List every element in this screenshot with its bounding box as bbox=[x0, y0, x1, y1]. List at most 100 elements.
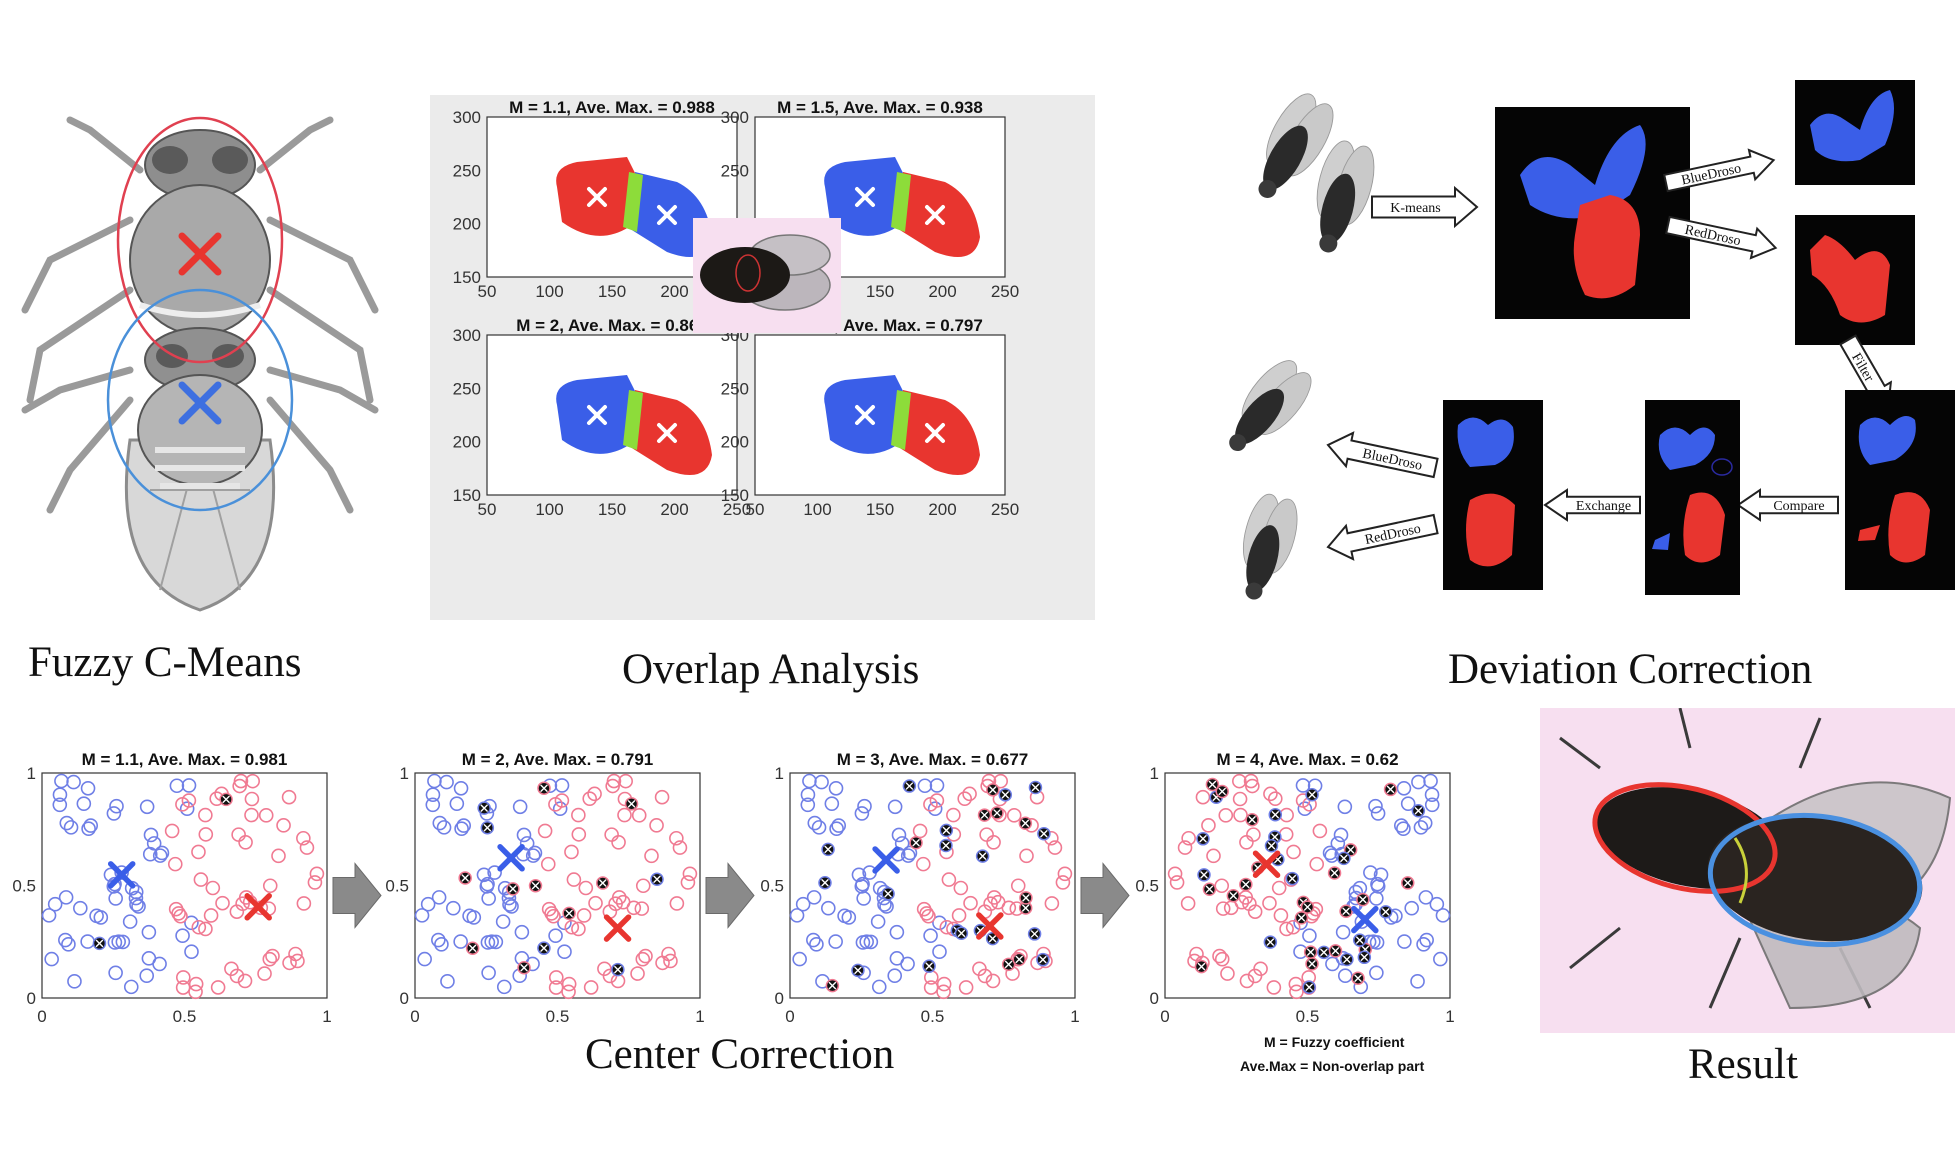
red-point bbox=[554, 793, 570, 808]
red-point bbox=[669, 896, 685, 911]
x-tick-label: 0 bbox=[410, 1007, 419, 1026]
overlap-point-cross bbox=[1021, 819, 1030, 827]
step-arrow bbox=[332, 862, 382, 929]
blue-point bbox=[857, 798, 872, 814]
red-point bbox=[281, 789, 297, 805]
red-point bbox=[1289, 984, 1304, 1000]
blue-point bbox=[175, 928, 190, 943]
overlap-point-cross bbox=[1308, 960, 1316, 968]
blue-point bbox=[514, 924, 530, 940]
red-point bbox=[993, 773, 1008, 789]
red-point bbox=[682, 866, 698, 882]
step-arrow bbox=[705, 862, 755, 929]
blue-point bbox=[1370, 806, 1386, 821]
bluedroso-output-arrow: BlueDroso bbox=[1326, 431, 1439, 479]
overlap-point-cross bbox=[1308, 791, 1316, 799]
blue-point bbox=[829, 821, 844, 837]
blue-point bbox=[902, 845, 918, 861]
red-point bbox=[540, 856, 556, 872]
blue-center-marker bbox=[178, 381, 222, 425]
overlap-point-cross bbox=[1248, 815, 1256, 824]
filtered-red-fragment bbox=[1858, 525, 1880, 541]
blue-point bbox=[831, 818, 847, 833]
result-image bbox=[1540, 708, 1955, 1033]
overlap-point-cross bbox=[1022, 894, 1030, 902]
blue-point bbox=[417, 951, 432, 967]
center-subplot-title: M = 1.1, Ave. Max. = 0.981 bbox=[82, 750, 288, 769]
y-tick-label: 200 bbox=[453, 433, 481, 452]
x-tick-label: 1 bbox=[1445, 1007, 1454, 1026]
blue-point bbox=[1418, 890, 1434, 905]
red-point bbox=[168, 901, 184, 917]
red-point bbox=[561, 976, 577, 992]
x-tick-label: 1 bbox=[1070, 1007, 1079, 1026]
blue-point bbox=[932, 944, 947, 960]
blue-point bbox=[1393, 818, 1409, 833]
center-subplot: M = 3, Ave. Max. = 0.677 1 0.5 00 0.5 1 bbox=[760, 750, 1079, 1026]
blue-point bbox=[169, 778, 185, 794]
note-avemax: Ave.Max = Non-overlap part bbox=[1240, 1058, 1425, 1074]
red-point bbox=[237, 973, 253, 989]
blue-point bbox=[1348, 884, 1364, 900]
y-tick-label: 0 bbox=[400, 989, 409, 1008]
x-tick-label: 1 bbox=[695, 1007, 704, 1026]
red-point bbox=[188, 984, 203, 1000]
red-point bbox=[203, 908, 219, 923]
overlap-point-cross bbox=[1229, 892, 1238, 900]
red-point bbox=[958, 980, 974, 995]
red-point bbox=[571, 807, 586, 823]
red-point bbox=[661, 946, 676, 962]
overlap-point-cross bbox=[520, 964, 528, 972]
red-point bbox=[571, 827, 587, 842]
overlap-point-cross bbox=[1030, 930, 1039, 938]
red-point bbox=[233, 773, 249, 789]
red-point bbox=[290, 953, 305, 969]
overlap-point-cross bbox=[1039, 955, 1047, 964]
blue-center-marker bbox=[107, 861, 136, 889]
red-point bbox=[1189, 946, 1204, 962]
blue-point bbox=[179, 801, 195, 817]
blue-point bbox=[1325, 956, 1340, 972]
blue-point bbox=[108, 965, 123, 981]
red-point bbox=[929, 793, 945, 808]
blue-point bbox=[111, 934, 126, 950]
blue-point bbox=[824, 796, 840, 811]
red-point bbox=[583, 980, 599, 995]
red-point bbox=[210, 980, 226, 995]
x-tick-label: 150 bbox=[598, 282, 626, 301]
overlap-point-cross bbox=[912, 839, 920, 847]
y-tick-label: 250 bbox=[453, 161, 481, 180]
blue-point bbox=[809, 937, 824, 952]
red-point bbox=[654, 789, 670, 805]
y-tick-label: 1 bbox=[400, 764, 409, 783]
red-point bbox=[309, 866, 325, 882]
blue-point bbox=[154, 845, 170, 861]
blue-point bbox=[152, 848, 168, 863]
red-point bbox=[936, 984, 951, 1000]
blue-point bbox=[141, 924, 157, 940]
blue-point bbox=[434, 937, 449, 952]
overlap-point-cross bbox=[653, 875, 661, 883]
blue-center-marker bbox=[1351, 905, 1379, 934]
blue-point bbox=[871, 979, 887, 995]
red-point bbox=[193, 872, 209, 887]
inset-fly-photo bbox=[693, 218, 841, 333]
red-point bbox=[1239, 835, 1254, 850]
red-point bbox=[631, 808, 647, 823]
blue-point bbox=[1322, 845, 1338, 861]
blue-point bbox=[923, 928, 938, 943]
y-tick-label: 0 bbox=[27, 989, 36, 1008]
red-point bbox=[167, 856, 183, 872]
blue-point bbox=[63, 820, 79, 835]
blue-point bbox=[122, 914, 138, 929]
overlap-point-cross bbox=[821, 879, 829, 887]
overlap-point-cross bbox=[1356, 936, 1364, 944]
x-tick-label: 0 bbox=[1160, 1007, 1169, 1026]
x-tick-label: 50 bbox=[478, 500, 497, 519]
red-point bbox=[175, 980, 191, 995]
red-only-shape bbox=[1810, 235, 1890, 323]
blue-point bbox=[152, 956, 167, 972]
blue-point bbox=[806, 890, 822, 905]
red-point bbox=[1055, 875, 1071, 890]
output-fly-blue bbox=[1229, 360, 1312, 452]
